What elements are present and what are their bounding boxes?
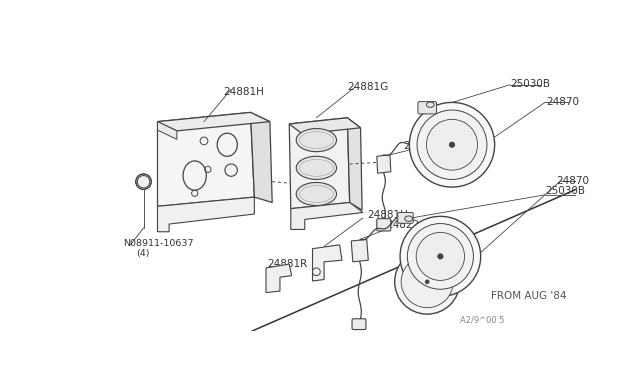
Text: 24881G: 24881G <box>348 81 388 92</box>
Text: 16: 16 <box>458 138 465 143</box>
Circle shape <box>410 102 495 187</box>
Circle shape <box>395 250 460 314</box>
Circle shape <box>417 110 487 179</box>
Polygon shape <box>348 118 362 210</box>
Polygon shape <box>377 155 391 173</box>
Polygon shape <box>291 202 363 230</box>
Text: 24881H: 24881H <box>223 87 264 97</box>
Text: 24822: 24822 <box>386 220 419 230</box>
Polygon shape <box>157 122 177 140</box>
Text: 24870: 24870 <box>547 97 580 107</box>
Polygon shape <box>351 240 368 262</box>
Circle shape <box>136 174 151 189</box>
Text: 24822: 24822 <box>403 141 436 151</box>
Circle shape <box>416 232 465 280</box>
Circle shape <box>400 217 481 296</box>
Text: 25030B: 25030B <box>545 186 585 196</box>
FancyBboxPatch shape <box>418 102 436 114</box>
Circle shape <box>407 224 474 289</box>
Circle shape <box>425 279 429 284</box>
Text: V: V <box>450 148 454 154</box>
Text: 10: 10 <box>439 138 446 143</box>
Ellipse shape <box>296 156 337 179</box>
Polygon shape <box>157 112 270 131</box>
Polygon shape <box>289 118 349 209</box>
FancyBboxPatch shape <box>377 219 391 231</box>
Polygon shape <box>289 118 360 134</box>
Circle shape <box>449 142 455 148</box>
Text: 24881H: 24881H <box>367 210 408 220</box>
Polygon shape <box>250 112 272 202</box>
Text: 24870: 24870 <box>557 176 589 186</box>
Ellipse shape <box>426 102 434 108</box>
Circle shape <box>401 256 453 308</box>
Ellipse shape <box>296 129 337 152</box>
Polygon shape <box>266 264 292 293</box>
Polygon shape <box>157 197 254 232</box>
Text: (4): (4) <box>136 249 149 258</box>
Text: 24881R: 24881R <box>268 259 308 269</box>
Polygon shape <box>157 112 254 206</box>
Ellipse shape <box>296 183 337 206</box>
Text: FROM AUG '84: FROM AUG '84 <box>491 291 566 301</box>
Text: V: V <box>438 259 443 265</box>
Text: 25030B: 25030B <box>510 79 550 89</box>
Text: N08911-10637: N08911-10637 <box>124 240 194 248</box>
Ellipse shape <box>404 216 412 221</box>
FancyBboxPatch shape <box>397 212 413 223</box>
Text: A2/9^00 5: A2/9^00 5 <box>460 316 504 325</box>
Polygon shape <box>312 245 342 281</box>
Circle shape <box>426 119 477 170</box>
Circle shape <box>437 253 444 260</box>
FancyBboxPatch shape <box>352 319 366 330</box>
